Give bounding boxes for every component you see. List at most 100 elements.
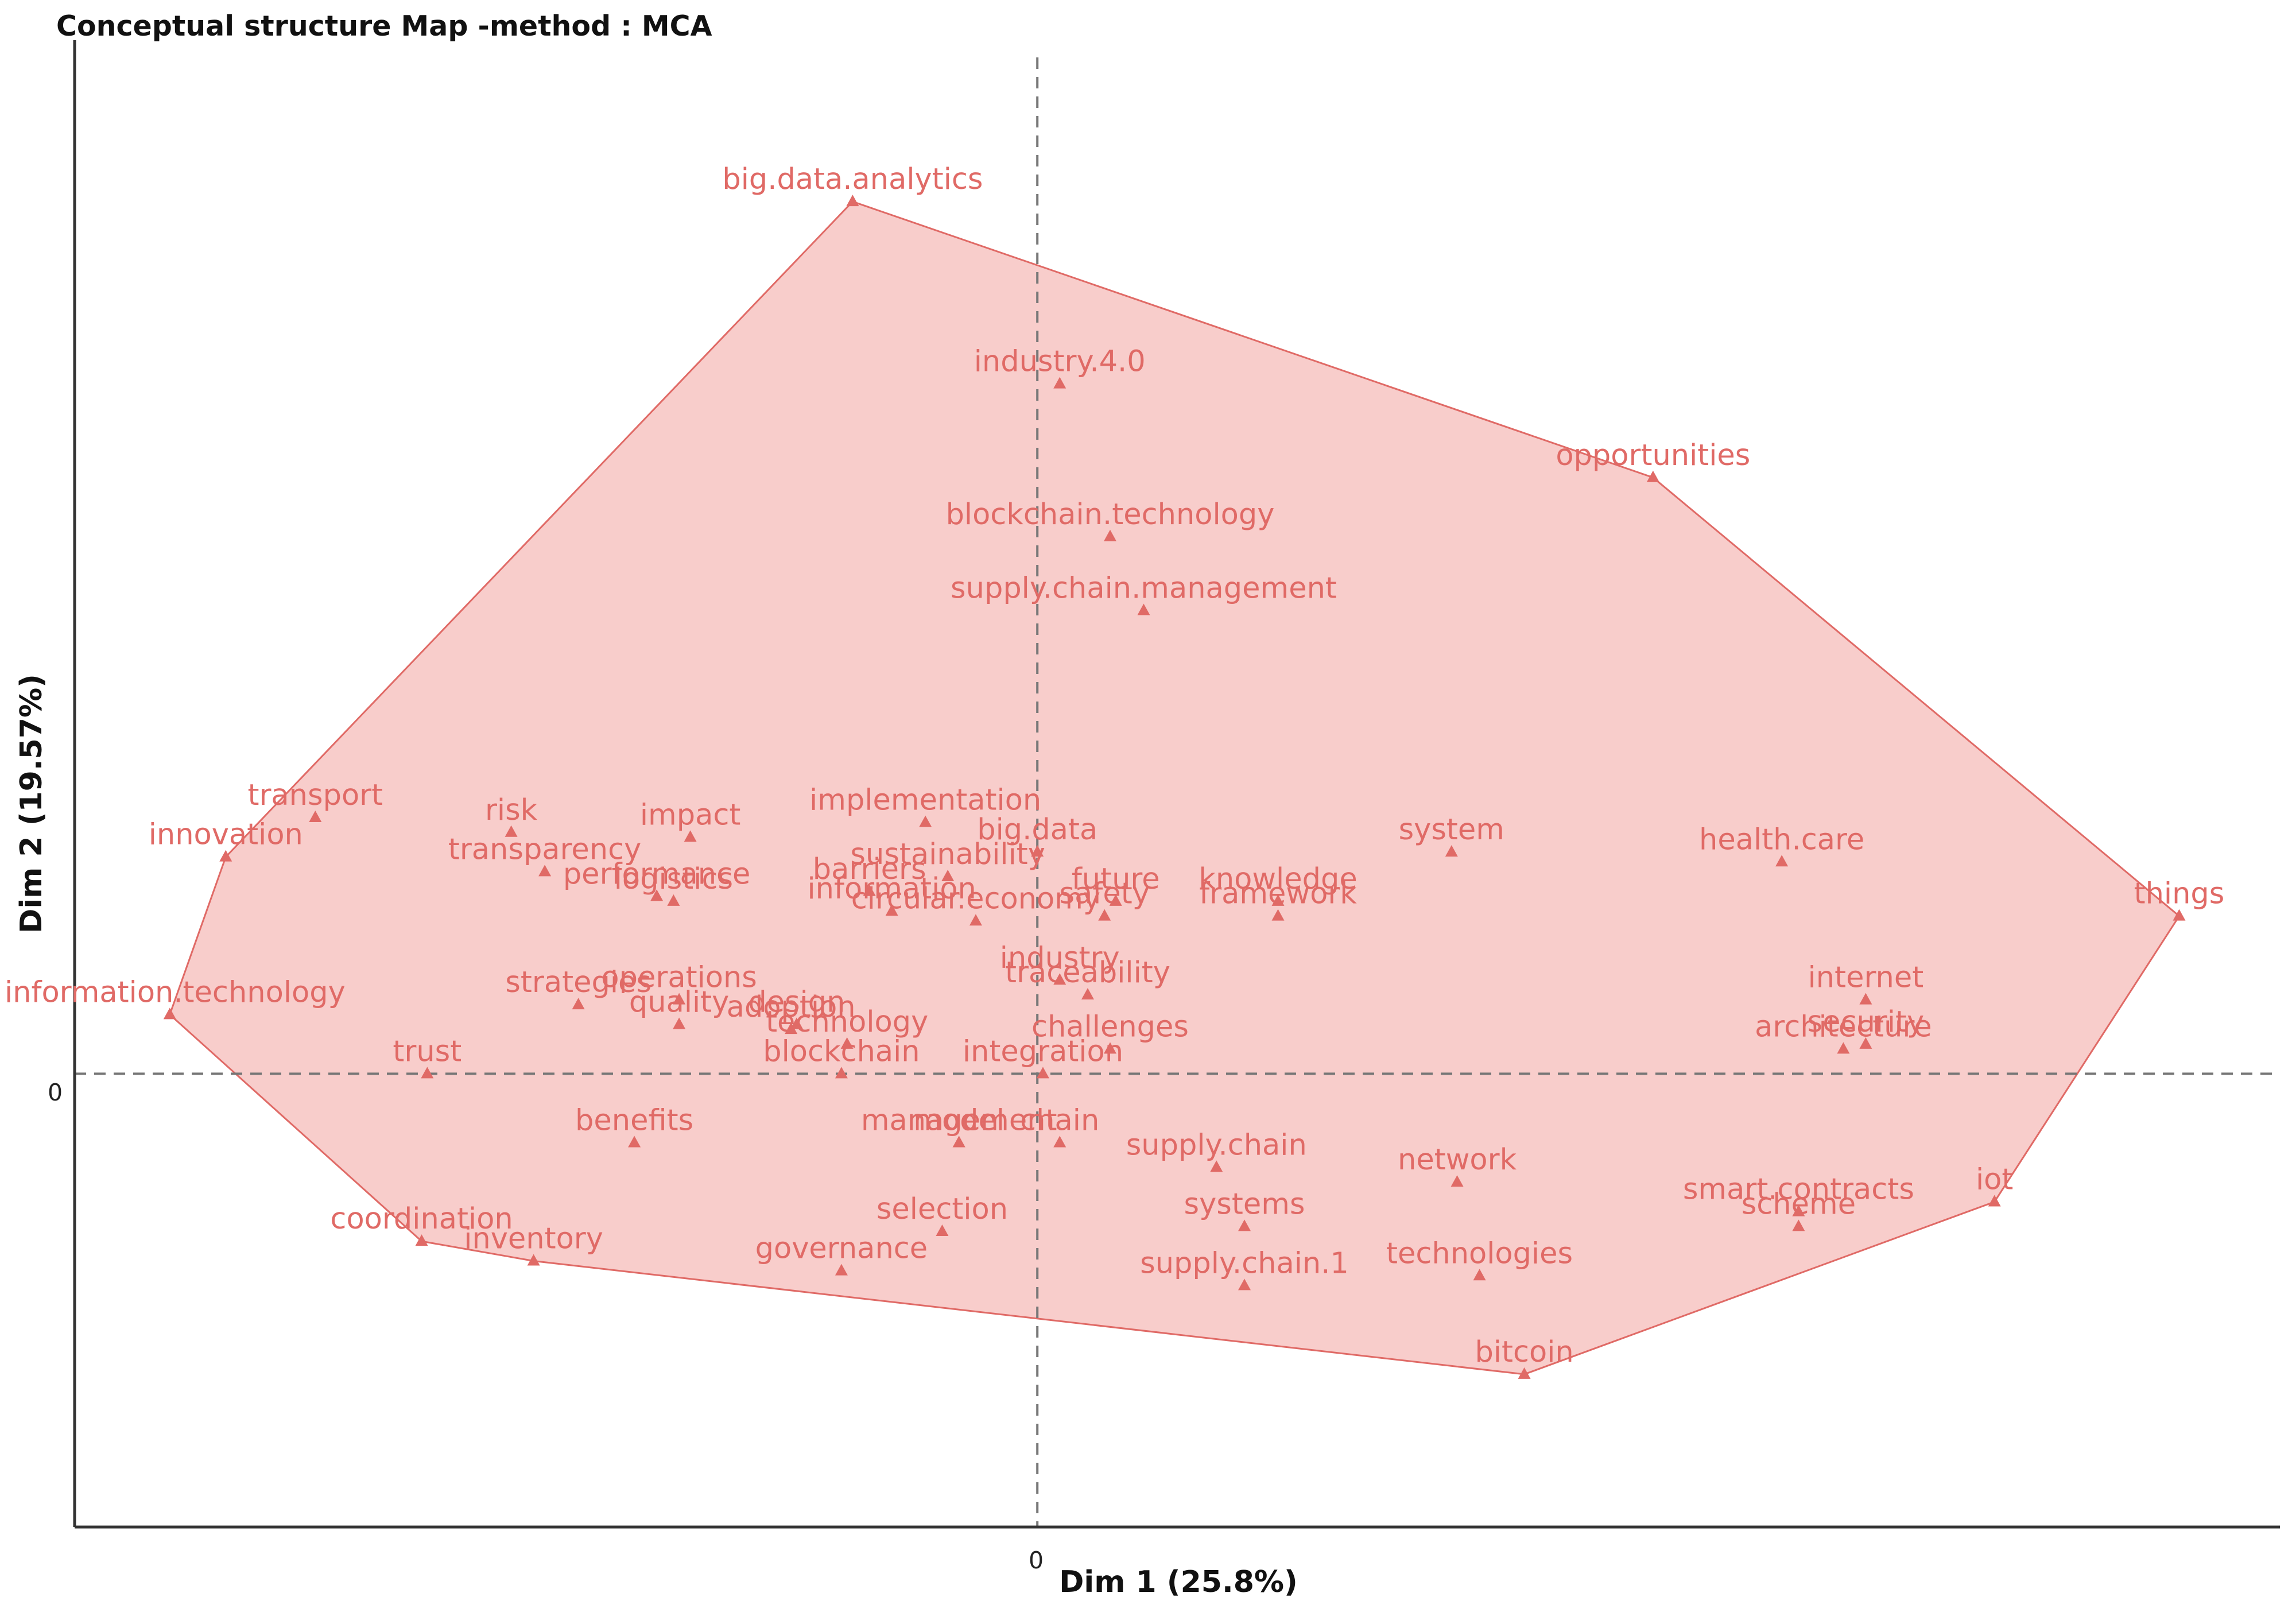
point-label: chain [1020, 1104, 1099, 1138]
point-label: iot [1976, 1163, 2013, 1197]
point-marker [538, 865, 552, 877]
point-label: transparency [448, 832, 642, 866]
point-marker [1238, 1219, 1251, 1231]
point-marker [628, 1136, 641, 1148]
point-label: logistics [614, 862, 733, 896]
point-marker [1988, 1195, 2001, 1207]
point-label: selection [876, 1192, 1008, 1226]
point-label: information.technology [5, 975, 346, 1009]
point-label: systems [1184, 1187, 1305, 1221]
point-marker [1053, 973, 1066, 985]
point-label: coordination [330, 1202, 513, 1236]
point-label: adoption [727, 990, 856, 1024]
point-label: quality [629, 986, 729, 1020]
point-marker [941, 870, 955, 881]
plot-area: big.data.analytics industry.4.0 opportunit… [5, 40, 2280, 1529]
point-marker [309, 811, 322, 822]
point-label: supply.chain [1126, 1128, 1307, 1162]
point-marker [1646, 470, 1659, 482]
point-marker [1098, 909, 1111, 921]
point-label: network [1398, 1143, 1517, 1177]
point-marker [1775, 855, 1789, 867]
point-label: inventory [464, 1222, 603, 1256]
point-label: design [748, 986, 845, 1020]
point-marker [1792, 1204, 1805, 1216]
point-label: impact [640, 798, 741, 832]
point-label: blockchain [763, 1034, 920, 1068]
point-marker [2173, 909, 2186, 921]
point-marker [673, 1017, 686, 1029]
point-label: strategies [505, 966, 651, 999]
point-marker [572, 998, 585, 1010]
point-marker [835, 1067, 848, 1079]
point-label: knowledge [1199, 862, 1357, 896]
point-marker [919, 815, 932, 827]
point-label: industry.4.0 [974, 345, 1146, 379]
point-marker [1031, 845, 1044, 857]
point-label: internet [1808, 961, 1924, 995]
point-marker [527, 1254, 540, 1266]
chart-title: Conceptual structure Map -method : MCA [56, 10, 712, 42]
point-marker [863, 884, 876, 896]
point-marker [163, 1008, 176, 1020]
point-marker [1859, 1037, 1872, 1049]
point-marker [415, 1234, 428, 1246]
point-label: trust [393, 1034, 461, 1068]
point-marker [1792, 1219, 1805, 1231]
point-marker [885, 904, 898, 916]
point-marker [1103, 529, 1116, 541]
point-label: sustainability [850, 838, 1045, 871]
y-tick-label: 0 [48, 1079, 63, 1106]
point-label: implementation [809, 784, 1041, 817]
point-marker [952, 1136, 965, 1148]
point-marker [1053, 1136, 1066, 1148]
point-marker [667, 894, 680, 906]
point-label: industry [1000, 941, 1120, 975]
point-marker [840, 1037, 854, 1049]
point-label: blockchain.technology [946, 498, 1275, 532]
point-marker [835, 1264, 848, 1276]
point-marker [1271, 909, 1285, 921]
point-marker [650, 889, 664, 901]
point-label: benefits [575, 1104, 693, 1138]
point-label: system [1399, 813, 1504, 847]
point-label: innovation [149, 818, 303, 852]
point-marker [1837, 1042, 1850, 1054]
point-label: information [808, 872, 976, 906]
point-marker [1103, 1042, 1116, 1054]
point-label: performance [563, 857, 751, 891]
point-label: bitcoin [1475, 1335, 1573, 1369]
point-label: traceability [1005, 956, 1170, 990]
point-label: scheme [1742, 1187, 1856, 1221]
point-marker [673, 993, 686, 1005]
point-label: model [913, 1104, 1004, 1138]
point-label: framework [1199, 877, 1357, 911]
point-marker [421, 1067, 434, 1079]
point-marker [1450, 1175, 1464, 1187]
point-label: architecture [1755, 1010, 1932, 1044]
point-marker [1053, 377, 1066, 389]
point-label: technology [766, 1005, 928, 1039]
point-marker [1081, 988, 1094, 999]
point-marker [1109, 894, 1122, 906]
point-marker [1271, 894, 1285, 906]
point-marker [1036, 1067, 1049, 1079]
point-marker [219, 850, 232, 862]
point-marker [969, 914, 982, 926]
point-marker [790, 1017, 803, 1029]
point-label: management [861, 1104, 1057, 1138]
point-marker [1473, 1269, 1486, 1281]
point-label: security [1808, 1005, 1925, 1039]
point-label: transport [247, 778, 383, 812]
point-marker [1859, 993, 1872, 1005]
point-label: technologies [1386, 1237, 1573, 1270]
point-label: supply.chain.management [951, 572, 1337, 606]
point-label: risk [485, 793, 538, 827]
point-marker [1445, 845, 1458, 857]
point-label: opportunities [1556, 439, 1750, 472]
point-marker [684, 830, 697, 842]
point-label: big.data [977, 813, 1097, 847]
point-label: safety [1060, 877, 1150, 911]
point-marker [846, 195, 859, 207]
